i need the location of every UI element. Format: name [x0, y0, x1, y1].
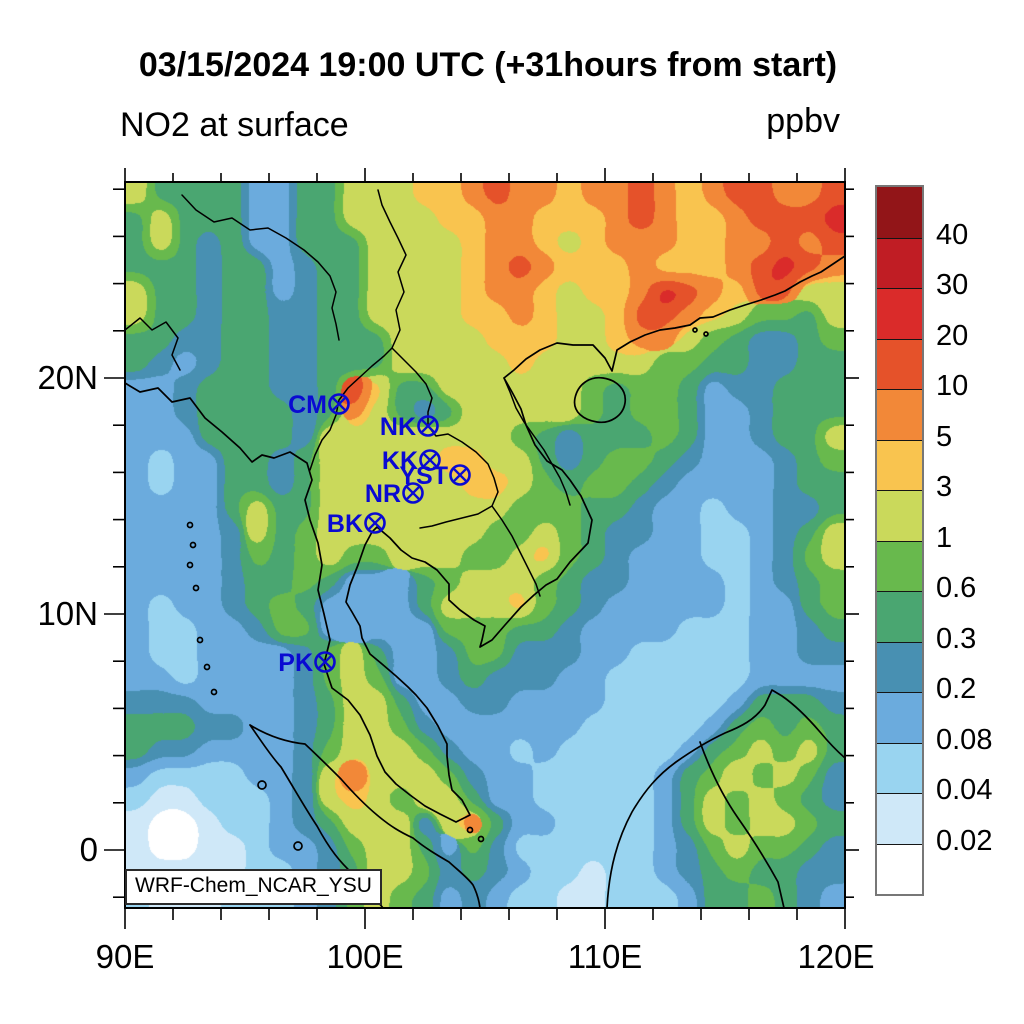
- x-axis-label: 110E: [567, 938, 643, 975]
- x-axis-label: 100E: [326, 938, 404, 975]
- colorbar-tick-label: 0.04: [936, 774, 993, 806]
- colorbar-segment: [877, 692, 922, 743]
- colorbar-tick-label: 0.02: [936, 824, 993, 857]
- colorbar-segment: [877, 237, 922, 288]
- colorbar-segment: [877, 187, 922, 238]
- colorbar-segment: [877, 591, 922, 642]
- colorbar-segment: [877, 793, 922, 844]
- colorbar: [875, 185, 924, 896]
- y-axis-label: 0: [79, 831, 98, 868]
- colorbar-tick-label: 20: [936, 319, 969, 352]
- colorbar-segment: [877, 540, 922, 591]
- figure-title: 03/15/2024 19:00 UTC (+31hours from star…: [138, 46, 838, 84]
- colorbar-segment: [877, 439, 922, 490]
- model-attribution-text: WRF-Chem_NCAR_YSU: [135, 874, 372, 897]
- x-axis-label: 90E: [95, 938, 155, 975]
- colorbar-segment: [877, 641, 922, 692]
- colorbar-tick-label: 40: [936, 218, 969, 251]
- colorbar-tick-label: 0.2: [936, 673, 977, 705]
- colorbar-segment: [877, 843, 922, 894]
- colorbar-segment: [877, 338, 922, 389]
- colorbar-segment: [877, 742, 922, 793]
- colorbar-tick-label: 0.3: [936, 622, 977, 655]
- colorbar-segment: [877, 389, 922, 440]
- colorbar-tick-label: 10: [936, 370, 969, 402]
- colorbar-tick-label: 0.08: [936, 723, 993, 756]
- x-axis-label: 120E: [797, 938, 875, 975]
- colorbar-segment: [877, 490, 922, 541]
- y-axis-label: 20N: [37, 359, 98, 396]
- colorbar-segment: [877, 288, 922, 339]
- variable-label: NO2 at surface: [120, 106, 349, 144]
- y-axis-label: 10N: [37, 595, 98, 632]
- colorbar-tick-label: 30: [936, 269, 969, 301]
- colorbar-tick-label: 1: [936, 521, 953, 554]
- colorbar-tick-label: 0.6: [936, 572, 977, 604]
- colorbar-tick-label: 3: [936, 471, 953, 503]
- colorbar-tick-label: 5: [936, 420, 953, 453]
- model-attribution-box: WRF-Chem_NCAR_YSU: [125, 869, 382, 905]
- no2-concentration-field: [125, 182, 845, 908]
- units-label: ppbv: [766, 102, 840, 140]
